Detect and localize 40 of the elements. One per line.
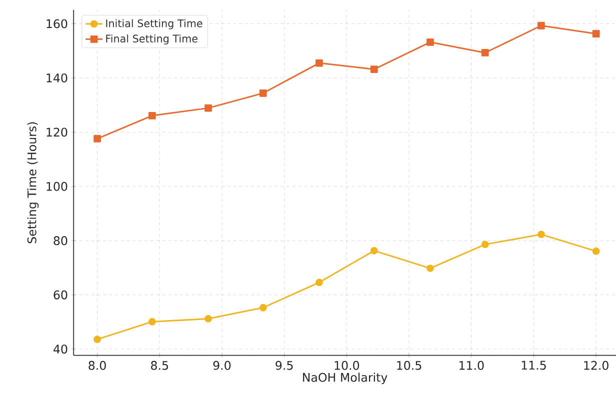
point bbox=[592, 30, 600, 38]
point bbox=[592, 248, 600, 255]
point bbox=[148, 318, 156, 326]
point bbox=[426, 38, 434, 46]
y-axis-title: Setting Time (Hours) bbox=[27, 122, 39, 244]
y-tick-label: 60 bbox=[54, 290, 68, 300]
x-tick-label: 8.5 bbox=[151, 361, 168, 370]
point bbox=[204, 104, 212, 112]
point bbox=[537, 230, 545, 238]
point bbox=[316, 278, 323, 286]
x-tick-label: 11.0 bbox=[459, 361, 484, 370]
point bbox=[316, 59, 323, 67]
x-tick-label: 10.5 bbox=[397, 361, 422, 370]
point bbox=[94, 336, 101, 344]
x-axis-title: NaOH Molarity bbox=[303, 372, 388, 384]
legend-label: Initial Setting Time bbox=[106, 19, 202, 30]
y-tick-label: 140 bbox=[46, 74, 68, 83]
y-tick-label: 80 bbox=[54, 236, 68, 246]
point bbox=[259, 304, 267, 312]
point bbox=[148, 112, 156, 120]
point bbox=[370, 66, 378, 74]
x-tick-label: 11.5 bbox=[522, 361, 546, 370]
x-tick-label: 12.0 bbox=[584, 361, 608, 370]
point bbox=[259, 90, 267, 97]
point bbox=[426, 264, 434, 272]
point bbox=[204, 315, 212, 323]
y-tick-label: 120 bbox=[46, 128, 68, 137]
y-tick-label: 100 bbox=[46, 182, 68, 191]
x-tick-label: 8.0 bbox=[88, 361, 106, 370]
point bbox=[537, 22, 545, 30]
point bbox=[481, 240, 489, 248]
legend-label: Final Setting Time bbox=[106, 34, 198, 45]
point bbox=[481, 49, 489, 57]
y-tick-label: 40 bbox=[54, 344, 68, 354]
x-tick-label: 9.5 bbox=[276, 361, 293, 370]
point bbox=[370, 247, 378, 254]
y-tick-label: 160 bbox=[46, 19, 68, 28]
x-tick-label: 9.0 bbox=[213, 361, 231, 370]
point bbox=[94, 135, 101, 142]
x-tick-label: 10.0 bbox=[334, 361, 360, 370]
